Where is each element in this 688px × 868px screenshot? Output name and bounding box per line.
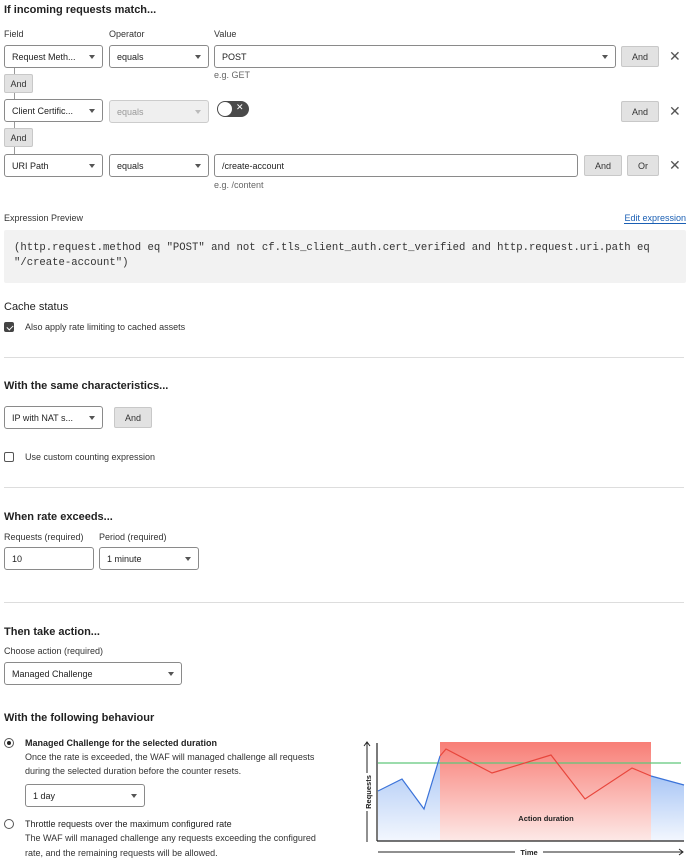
operator-select-1[interactable]: equals <box>109 45 209 68</box>
duration-select[interactable]: 1 day <box>25 784 145 807</box>
value-select-value: POST <box>222 51 247 62</box>
action-select-value: Managed Challenge <box>12 668 93 679</box>
field-select-3[interactable]: URI Path <box>4 154 103 177</box>
and-button-3[interactable]: And <box>584 155 622 176</box>
throttle-radio[interactable] <box>4 819 14 829</box>
option2-desc: rate, and the remaining requests will be… <box>25 848 218 858</box>
characteristic-and-button[interactable]: And <box>114 407 152 428</box>
request-line-over <box>439 748 652 800</box>
value-input-3[interactable]: /create-account <box>214 154 578 177</box>
period-select[interactable]: 1 minute <box>99 547 199 570</box>
under-threshold-area <box>378 756 440 841</box>
edit-expression-link[interactable]: Edit expression <box>624 213 686 224</box>
cert-verified-toggle[interactable]: ✕ <box>217 101 249 117</box>
custom-counting-checkbox[interactable] <box>4 452 14 462</box>
expression-preview-label: Expression Preview <box>4 213 84 223</box>
x-icon: ✕ <box>236 102 244 112</box>
chevron-down-icon <box>131 794 137 798</box>
operator-select-value: equals <box>117 106 144 117</box>
option2-title: Throttle requests over the maximum confi… <box>25 819 232 829</box>
chevron-down-icon <box>89 109 95 113</box>
action-heading: Then take action... <box>4 626 100 638</box>
value-column-label: Value <box>214 29 237 39</box>
managed-challenge-duration-radio[interactable] <box>4 738 14 748</box>
characteristic-select-value: IP with NAT s... <box>12 412 74 423</box>
expression-line: (http.request.method eq "POST" and not c… <box>14 242 650 254</box>
y-axis-label: Requests <box>364 775 373 809</box>
chevron-down-icon <box>195 55 201 59</box>
cache-checkbox-label: Also apply rate limiting to cached asset… <box>25 322 186 332</box>
operator-select-2: equals <box>109 100 209 123</box>
operator-select-value: equals <box>117 160 144 171</box>
value-input-text: /create-account <box>222 160 285 171</box>
field-select-1[interactable]: Request Meth... <box>4 45 103 68</box>
connector-and-2[interactable]: And <box>4 128 33 147</box>
request-line-under <box>650 775 685 786</box>
option1-desc: Once the rate is exceeded, the WAF will … <box>25 752 315 762</box>
cache-status-heading: Cache status <box>4 301 69 313</box>
rate-heading: When rate exceeds... <box>4 511 113 523</box>
under-threshold-area <box>651 776 684 841</box>
action-duration-label: Action duration <box>518 814 574 823</box>
request-line-under <box>377 755 441 811</box>
option1-desc: during the selected duration before the … <box>25 766 242 776</box>
connector-and-1[interactable]: And <box>4 74 33 93</box>
field-select-value: Client Certific... <box>12 105 74 116</box>
chevron-down-icon <box>89 55 95 59</box>
operator-select-value: equals <box>117 51 144 62</box>
chevron-down-icon <box>89 164 95 168</box>
requests-input[interactable]: 10 <box>4 547 94 570</box>
and-button-2[interactable]: And <box>621 101 659 122</box>
expression-preview: (http.request.method eq "POST" and not c… <box>4 230 686 283</box>
or-button-3[interactable]: Or <box>627 155 659 176</box>
value-hint-3: e.g. /content <box>214 180 264 190</box>
chevron-down-icon <box>185 557 191 561</box>
option2-desc: The WAF will managed challenge any reque… <box>25 833 316 843</box>
duration-select-value: 1 day <box>33 790 56 801</box>
characteristics-heading: With the same characteristics... <box>4 380 169 392</box>
choose-action-label: Choose action (required) <box>4 646 104 656</box>
value-hint-1: e.g. GET <box>214 70 251 80</box>
x-axis-label: Time <box>520 848 537 857</box>
operator-column-label: Operator <box>109 29 145 39</box>
chevron-down-icon <box>602 55 608 59</box>
action-duration-region <box>440 742 651 841</box>
field-column-label: Field <box>4 29 24 39</box>
chevron-down-icon <box>195 110 201 114</box>
match-heading: If incoming requests match... <box>4 4 157 16</box>
chevron-down-icon <box>168 672 174 676</box>
chevron-down-icon <box>195 164 201 168</box>
field-select-value: Request Meth... <box>12 51 76 62</box>
action-select[interactable]: Managed Challenge <box>4 662 182 685</box>
close-icon[interactable]: ✕ <box>669 48 681 64</box>
characteristic-select[interactable]: IP with NAT s... <box>4 406 103 429</box>
requests-input-value: 10 <box>12 553 23 564</box>
option1-title: Managed Challenge for the selected durat… <box>25 738 218 748</box>
close-icon[interactable]: ✕ <box>669 103 681 119</box>
period-label: Period (required) <box>99 532 167 542</box>
value-select-1[interactable]: POST <box>214 45 616 68</box>
behaviour-heading: With the following behaviour <box>4 712 155 724</box>
expression-line: "/create-account") <box>14 257 129 269</box>
operator-select-3[interactable]: equals <box>109 154 209 177</box>
chevron-down-icon <box>89 416 95 420</box>
cache-checkbox[interactable] <box>4 322 14 332</box>
field-select-2[interactable]: Client Certific... <box>4 99 103 122</box>
requests-label: Requests (required) <box>4 532 84 542</box>
and-button-1[interactable]: And <box>621 46 659 67</box>
close-icon[interactable]: ✕ <box>669 157 681 173</box>
field-select-value: URI Path <box>12 160 49 171</box>
period-select-value: 1 minute <box>107 553 142 564</box>
custom-counting-label: Use custom counting expression <box>25 452 156 462</box>
